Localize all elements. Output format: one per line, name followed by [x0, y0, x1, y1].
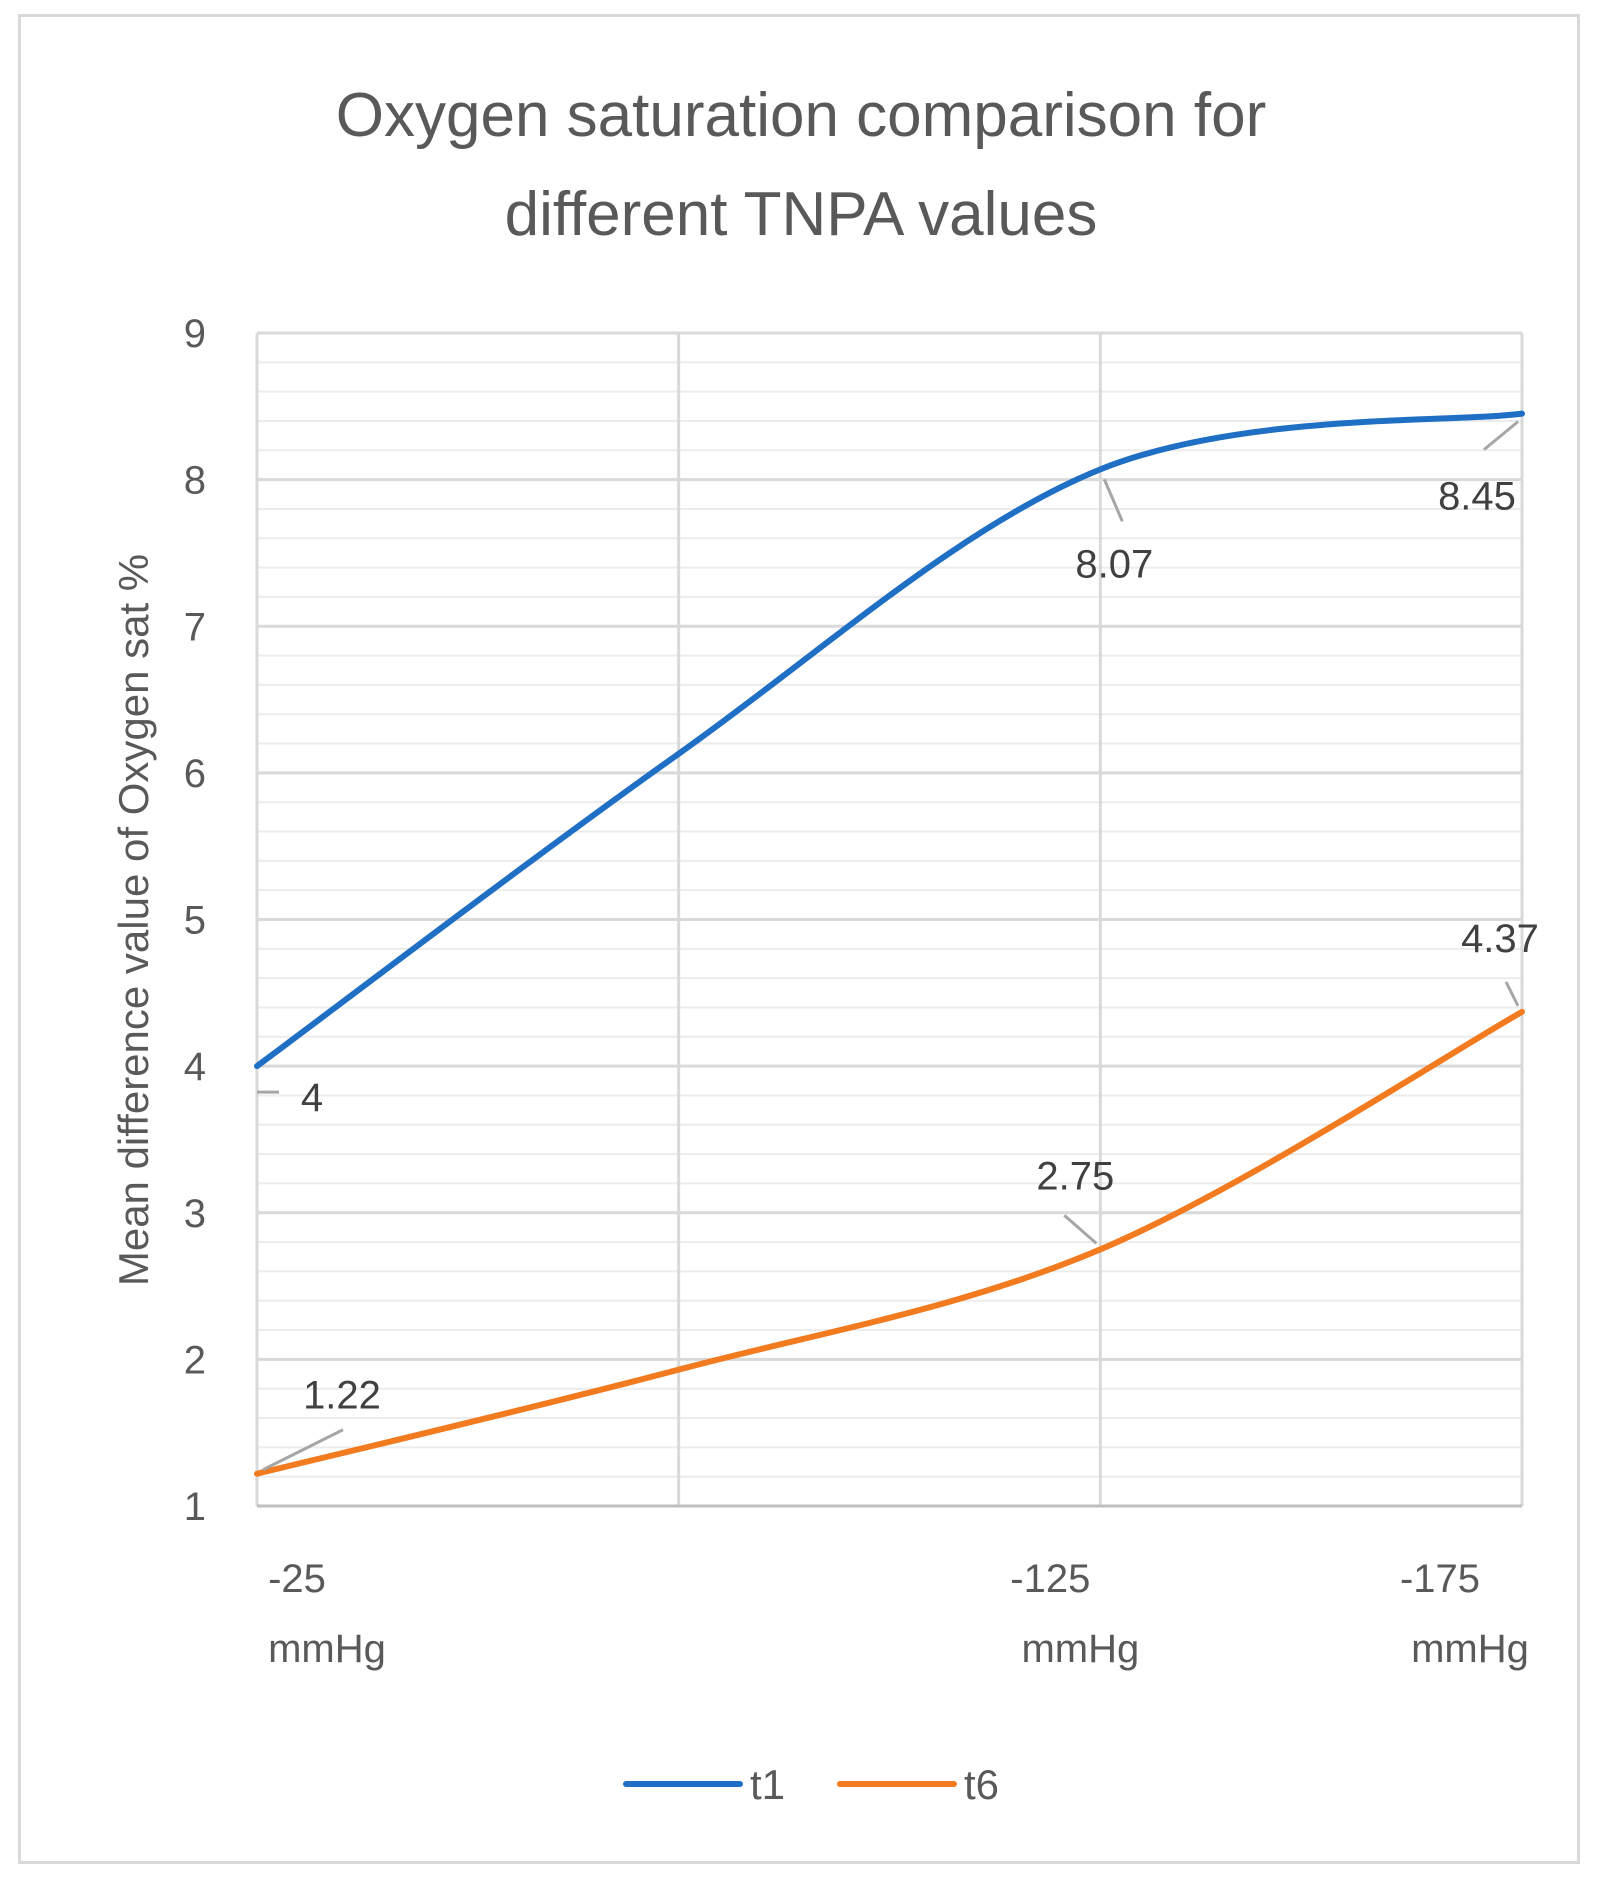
data-label-t6: 1.22	[303, 1374, 381, 1418]
y-tick-label: 5	[184, 899, 206, 943]
y-tick-label: 4	[184, 1045, 206, 1089]
x-tick-label: -125	[1010, 1557, 1090, 1601]
y-tick-label: 3	[184, 1192, 206, 1236]
data-label-leader	[1483, 420, 1519, 451]
data-label-leader	[1504, 981, 1520, 1007]
y-tick-label: 9	[184, 312, 206, 356]
x-tick-unit-label: mmHg	[1021, 1627, 1139, 1671]
series-line-t1	[254, 410, 1525, 1070]
legend-label-t1: t1	[750, 1761, 785, 1808]
gridlines	[255, 331, 1524, 1508]
legend: t1 t6	[623, 1761, 999, 1808]
y-axis-title: Mean difference value of Oxygen sat %	[110, 554, 157, 1286]
y-tick-label: 7	[184, 605, 206, 649]
y-tick-label: 6	[184, 752, 206, 796]
y-tick-label: 8	[184, 459, 206, 503]
axes: 1 2 3 4 5 6 7 8 9 -25 mmHg -125 mmHg -175 mmHg	[184, 312, 1529, 1671]
x-tick-unit-label: mmHg	[268, 1627, 386, 1671]
data-label-t1: 4	[301, 1076, 323, 1120]
chart-frame	[18, 14, 1580, 1864]
data-label-leader	[262, 1428, 344, 1472]
y-tick-label: 2	[184, 1338, 206, 1382]
data-label-leader	[1102, 478, 1124, 522]
data-label-leader	[1063, 1214, 1098, 1245]
series-line-t6	[254, 1008, 1525, 1477]
data-label-t6: 4.37	[1461, 917, 1539, 961]
x-tick-label: -175	[1400, 1557, 1480, 1601]
data-label-t1: 8.45	[1438, 475, 1516, 519]
x-tick-label: -25	[268, 1557, 326, 1601]
data-labels: 4 8.07 8.45 1.22 2.75 4.37	[257, 420, 1539, 1472]
y-tick-label: 1	[184, 1485, 206, 1529]
chart-title-line-1: Oxygen saturation comparison for	[336, 81, 1266, 150]
data-label-t6: 2.75	[1036, 1154, 1114, 1198]
legend-label-t6: t6	[964, 1761, 999, 1808]
chart-title-line-2: different TNPA values	[505, 180, 1098, 249]
data-label-t1: 8.07	[1075, 542, 1153, 586]
series-lines	[254, 410, 1525, 1477]
x-tick-unit-label: mmHg	[1411, 1627, 1529, 1671]
